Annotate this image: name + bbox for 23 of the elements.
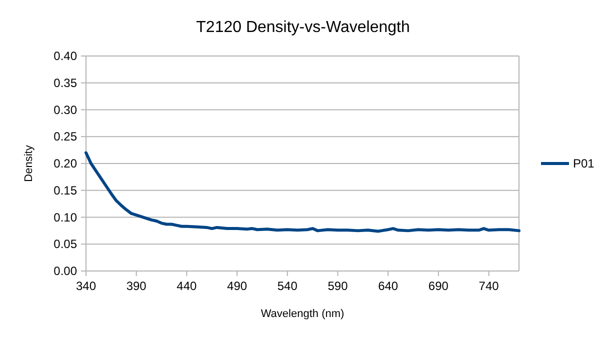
y-axis-title: Density [23,144,35,182]
x-tick-label: 690 [428,279,449,293]
y-tick-label: 0.00 [54,264,78,278]
y-tick-label: 0.25 [54,130,78,144]
y-tick-label: 0.15 [54,183,78,198]
x-tick-label: 440 [176,279,198,293]
x-tick-label: 540 [277,279,298,293]
x-tick-label: 490 [227,279,248,293]
x-tick-label: 590 [328,279,348,293]
x-tick-label: 340 [76,279,96,293]
y-tick-label: 0.30 [54,102,78,117]
y-tick-label: 0.20 [54,156,78,170]
y-tick-label: 0.40 [54,49,78,63]
y-tick-label: 0.10 [54,210,78,224]
x-tick-label: 740 [478,279,500,293]
x-axis-title: Wavelength (nm) [260,308,344,320]
chart-title: T2120 Density-vs-Wavelength [196,19,410,36]
legend-label: P01 [573,156,595,170]
y-tick-label: 0.35 [54,76,78,90]
line-series [84,151,520,233]
y-tick-label: 0.05 [54,237,78,252]
x-tick-label: 640 [378,279,398,293]
x-tick-label: 390 [126,279,147,293]
